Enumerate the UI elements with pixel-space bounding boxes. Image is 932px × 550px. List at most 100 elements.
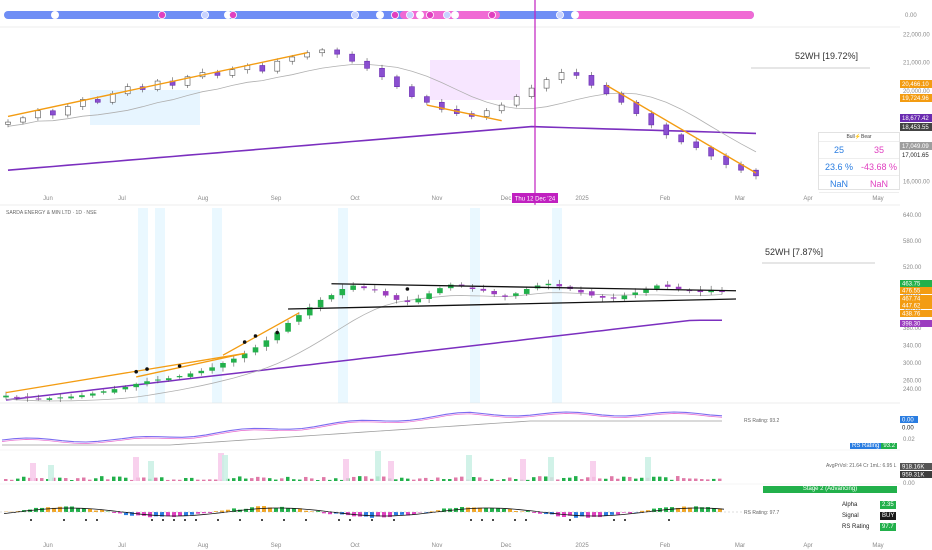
stock-month-3: Sep: [271, 543, 282, 549]
volume-bar-110: [664, 477, 668, 481]
volume-bar-88: [532, 477, 536, 481]
stock-price-tag-5: 398.30: [902, 322, 921, 328]
stock-candle-body-16: [176, 376, 183, 378]
momentum-dot-12: [151, 519, 153, 521]
momentum-bar-79: [478, 507, 482, 512]
momentum-dot-14: [173, 519, 175, 521]
stock-pivot-dot-6: [405, 287, 410, 291]
momentum-bar-18: [112, 512, 116, 513]
index-candle-body-1: [20, 117, 26, 123]
volume-bar-54: [328, 479, 332, 481]
strip-marker-6: [375, 10, 384, 19]
volume-bar-115: [694, 478, 698, 481]
alpha-value: 2.35: [880, 501, 896, 509]
volume-bar-80: [484, 479, 488, 481]
index-trendline-dip: [426, 104, 502, 122]
stock-ma50-line: [5, 292, 723, 402]
stock-price-tag-4: 438.76: [902, 312, 921, 318]
index-month-6: Dec: [501, 196, 512, 202]
strip-pink-segment-2: [575, 11, 754, 19]
stock-candle-body-61: [664, 284, 671, 287]
volume-bar-25: [154, 477, 158, 481]
bull-nan: NaN: [829, 179, 848, 189]
volume-tag-box-1: [900, 471, 932, 478]
stock-price-tag-1: 476.55: [902, 289, 921, 295]
bull-bear-table: Bull⚡Bear 25 35 23.6 % -43.68 % NaN NaN: [818, 132, 900, 193]
volume-bar-109: [658, 476, 662, 481]
momentum-bar-37: [226, 509, 230, 512]
index-candle-body-36: [543, 79, 550, 89]
volume-bar-10: [64, 478, 68, 481]
index-candle-body-18: [274, 60, 281, 72]
volume-bar-16: [100, 476, 104, 481]
momentum-bar-9: [58, 506, 62, 512]
strip-marker-0: [51, 10, 60, 19]
strip-marker-7: [390, 10, 399, 19]
volume-bar-69: [418, 478, 422, 481]
stock-highlight-column-0: [138, 208, 148, 403]
momentum-bar-50: [304, 510, 308, 512]
stock-month-2: Aug: [198, 543, 209, 549]
momentum-bar-16: [100, 509, 104, 512]
volume-bar-60: [364, 476, 368, 481]
momentum-bar-116: [700, 507, 704, 512]
momentum-bar-21: [130, 512, 134, 516]
stock-candle-body-46: [502, 295, 508, 297]
volume-bar-83: [502, 479, 506, 481]
momentum-bar-8: [52, 507, 56, 512]
volume-bar-118: [712, 478, 716, 481]
momentum-bar-14: [88, 508, 92, 512]
index-price-tag-3: 18,453.55: [902, 125, 929, 131]
momentum-bar-40: [244, 508, 248, 512]
volume-bar-52: [316, 479, 320, 481]
stock-candle-body-62: [675, 286, 682, 289]
index-candle-body-44: [663, 124, 670, 136]
volume-bar-11: [70, 479, 74, 481]
stock-month-7: 2025: [575, 543, 589, 549]
volume-bar-14: [88, 479, 92, 481]
rs-rating-metric-label: RS Rating: [842, 524, 870, 530]
rs-line-blue: [1, 411, 723, 443]
stock-pivot-dot-4: [177, 364, 182, 368]
momentum-bar-38: [232, 508, 236, 512]
index-month-1: Jul: [118, 196, 126, 202]
momentum-bar-46: [280, 506, 284, 512]
stock-y-tick-7: 300.00: [903, 361, 922, 367]
stock-candle-body-57: [621, 295, 628, 300]
momentum-bar-67: [406, 512, 410, 516]
momentum-bar-44: [268, 507, 272, 512]
index-candle-body-12: [184, 76, 191, 86]
bear-nan: NaN: [869, 179, 888, 189]
volume-bar-92: [556, 479, 560, 481]
rs-rating-metric-value: 97.7: [880, 523, 896, 531]
momentum-bar-115: [694, 506, 698, 512]
stock-candle-body-56: [610, 297, 617, 299]
stock-price-tag-2: 467.74: [902, 297, 921, 303]
index-candle-body-5: [80, 99, 86, 107]
volume-bar-18: [112, 476, 116, 481]
momentum-bar-113: [682, 506, 686, 512]
stock-y-tick-8: 260.00: [903, 378, 922, 384]
momentum-dot-22: [261, 519, 263, 521]
stock-candle-body-3: [35, 398, 42, 400]
index-y-tick-4: 16,000.00: [903, 180, 930, 186]
momentum-dot-16: [195, 519, 197, 521]
momentum-dot-41: [470, 519, 472, 521]
rs-pane: 0.00 0.00 0.02: [0, 411, 918, 451]
stock-candle-body-30: [328, 295, 335, 300]
strip-marker-13: [487, 10, 496, 19]
momentum-bar-78: [472, 507, 476, 512]
index-month-2: Aug: [198, 196, 209, 202]
momentum-dot-34: [393, 519, 395, 521]
index-y-tick-2: 20,000.00: [903, 89, 930, 95]
volume-bar-111: [670, 479, 674, 481]
stock-y-tick-2: 520.00: [903, 265, 922, 271]
momentum-bar-66: [400, 512, 404, 515]
stock-pivot-dot-1: [275, 330, 280, 335]
volume-bar-27: [166, 479, 170, 481]
volume-highlight-2: [133, 457, 139, 481]
stock-highlight-column-1: [155, 208, 165, 403]
rs-tag-0: 0.00: [902, 418, 914, 424]
volume-bar-15: [94, 478, 98, 481]
